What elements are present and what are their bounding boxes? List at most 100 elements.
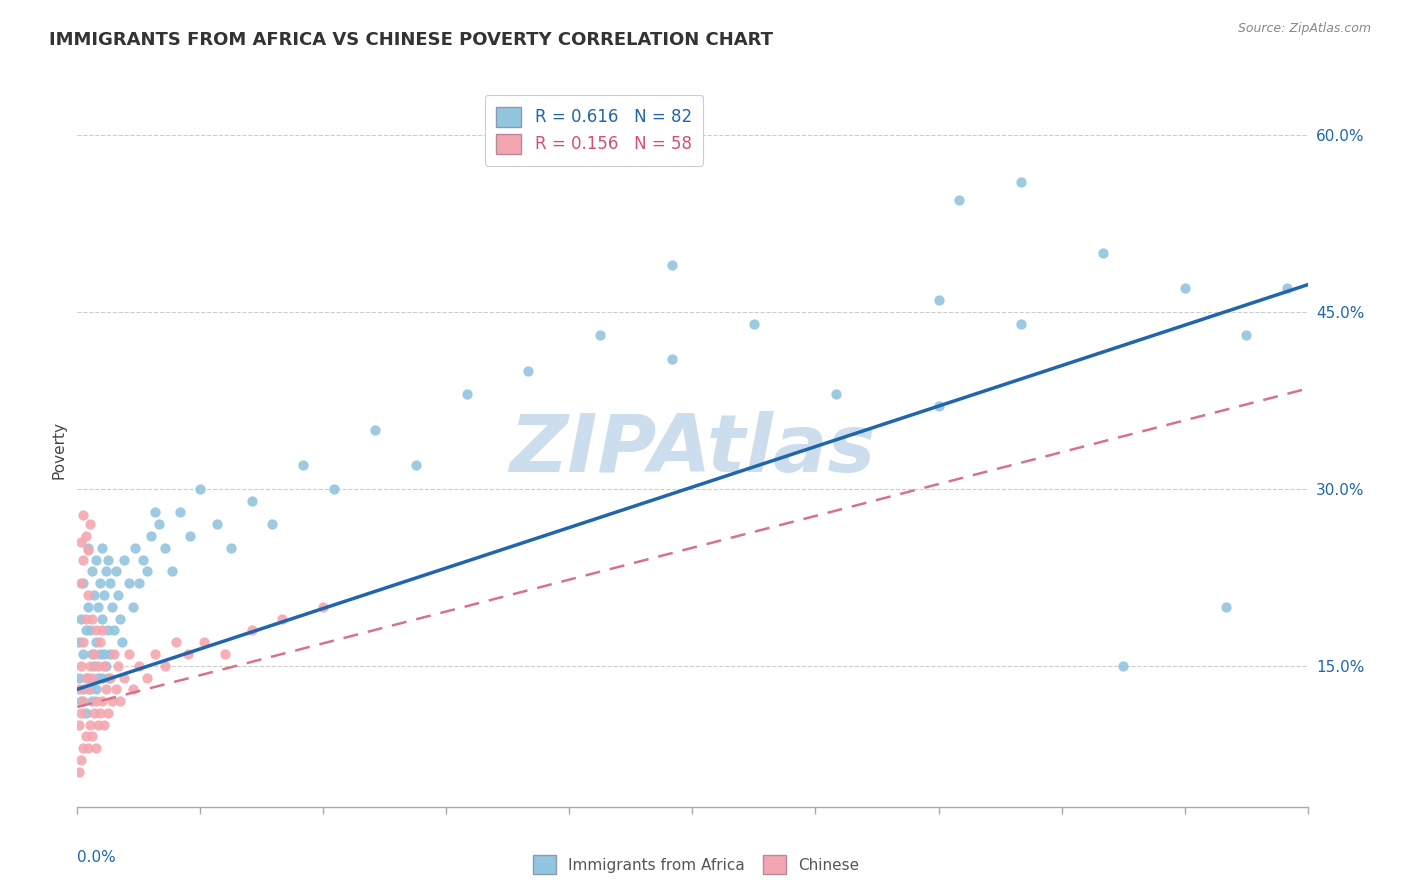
Point	[1010, 317, 1032, 331]
Point	[517, 364, 540, 378]
Point	[80, 565, 103, 579]
Point	[121, 682, 143, 697]
Point	[70, 658, 93, 673]
Point	[75, 624, 97, 638]
Point	[160, 565, 183, 579]
Point	[948, 193, 970, 207]
Point	[79, 717, 101, 731]
Legend: Immigrants from Africa, Chinese: Immigrants from Africa, Chinese	[527, 849, 865, 880]
Point	[124, 541, 146, 555]
Point	[84, 741, 107, 756]
Point	[405, 458, 427, 473]
Point	[107, 658, 129, 673]
Point	[97, 671, 120, 685]
Point	[89, 635, 111, 649]
Point	[93, 588, 115, 602]
Point	[90, 624, 114, 638]
Point	[456, 387, 478, 401]
Point	[79, 517, 101, 532]
Point	[76, 543, 98, 558]
Point	[1091, 246, 1114, 260]
Point	[76, 741, 98, 756]
Point	[110, 694, 132, 708]
Point	[84, 682, 107, 697]
Point	[72, 552, 94, 566]
Point	[114, 671, 136, 685]
Point	[169, 505, 191, 519]
Point	[89, 647, 111, 661]
Text: 0.0%: 0.0%	[77, 850, 117, 865]
Point	[165, 635, 187, 649]
Point	[240, 624, 263, 638]
Point	[114, 552, 136, 566]
Point	[83, 658, 105, 673]
Point	[84, 694, 107, 708]
Point	[70, 753, 93, 767]
Point	[72, 741, 94, 756]
Text: ZIPAtlas: ZIPAtlas	[509, 411, 876, 490]
Point	[79, 624, 101, 638]
Point	[132, 552, 155, 566]
Point	[101, 599, 124, 614]
Point	[89, 706, 111, 720]
Point	[105, 565, 128, 579]
Point	[148, 517, 170, 532]
Point	[90, 541, 114, 555]
Point	[97, 706, 120, 720]
Point	[87, 671, 110, 685]
Point	[70, 611, 93, 625]
Point	[101, 694, 124, 708]
Point	[193, 635, 215, 649]
Point	[177, 647, 200, 661]
Point	[1275, 281, 1298, 295]
Point	[79, 682, 101, 697]
Point	[72, 576, 94, 591]
Point	[1010, 175, 1032, 189]
Point	[312, 599, 335, 614]
Point	[83, 706, 105, 720]
Point	[76, 541, 98, 555]
Point	[87, 658, 110, 673]
Point	[94, 682, 117, 697]
Point	[94, 658, 117, 673]
Point	[271, 611, 294, 625]
Point	[121, 599, 143, 614]
Point	[67, 717, 90, 731]
Point	[322, 482, 344, 496]
Point	[214, 647, 236, 661]
Point	[188, 482, 212, 496]
Point	[205, 517, 228, 532]
Point	[75, 611, 97, 625]
Point	[93, 658, 115, 673]
Point	[136, 671, 159, 685]
Point	[291, 458, 314, 473]
Point	[155, 658, 177, 673]
Point	[72, 508, 94, 522]
Point	[84, 635, 107, 649]
Point	[72, 647, 94, 661]
Point	[90, 671, 114, 685]
Point	[363, 423, 385, 437]
Point	[98, 671, 121, 685]
Point	[84, 624, 107, 638]
Point	[98, 647, 121, 661]
Y-axis label: Poverty: Poverty	[51, 421, 66, 480]
Point	[141, 529, 163, 543]
Point	[179, 529, 201, 543]
Point	[72, 635, 94, 649]
Point	[661, 352, 683, 367]
Point	[80, 671, 103, 685]
Point	[589, 328, 612, 343]
Point	[70, 534, 93, 549]
Point	[97, 552, 120, 566]
Point	[83, 647, 105, 661]
Point	[262, 517, 284, 532]
Point	[128, 658, 150, 673]
Point	[72, 682, 94, 697]
Point	[75, 730, 97, 744]
Point	[76, 599, 98, 614]
Point	[80, 730, 103, 744]
Point	[80, 694, 103, 708]
Point	[76, 671, 98, 685]
Point	[93, 647, 115, 661]
